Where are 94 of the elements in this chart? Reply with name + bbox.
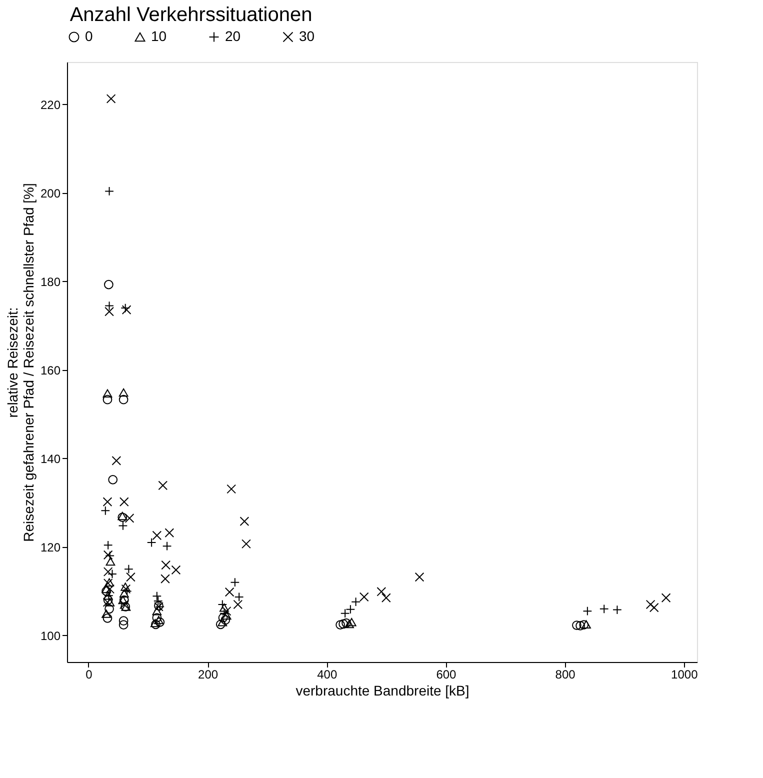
point xyxy=(220,615,230,625)
y-tick-label: 220 xyxy=(40,98,61,112)
point xyxy=(336,620,345,630)
y-tick-label: 180 xyxy=(40,274,61,289)
point xyxy=(108,475,118,484)
point xyxy=(661,593,671,603)
point xyxy=(102,394,112,404)
point xyxy=(118,394,128,404)
point xyxy=(218,618,228,626)
x-tick-label: 1000 xyxy=(671,668,698,682)
point xyxy=(233,600,243,610)
point xyxy=(150,618,160,628)
point xyxy=(124,514,134,523)
x-tick-label: 800 xyxy=(555,668,576,682)
point xyxy=(119,497,129,507)
point xyxy=(121,584,131,594)
y-tick-label: 140 xyxy=(40,452,61,466)
point xyxy=(102,610,111,618)
point xyxy=(340,608,350,618)
point xyxy=(226,484,236,494)
point xyxy=(240,516,250,526)
point xyxy=(649,602,659,612)
point xyxy=(242,539,251,549)
point xyxy=(118,521,128,530)
point xyxy=(151,620,160,630)
x-axis-title: verbrauchte Bandbreite [kB] xyxy=(296,682,470,698)
point xyxy=(102,586,111,596)
point xyxy=(376,586,386,596)
point xyxy=(102,497,112,507)
point xyxy=(171,565,181,575)
point xyxy=(112,456,122,466)
point xyxy=(646,600,656,610)
point xyxy=(582,620,591,629)
point xyxy=(162,541,172,551)
legend-label: 30 xyxy=(299,28,315,44)
point xyxy=(104,604,114,614)
point xyxy=(102,389,112,398)
point xyxy=(104,186,114,196)
point xyxy=(359,592,369,602)
point xyxy=(103,567,113,576)
point xyxy=(106,94,116,104)
point xyxy=(342,618,351,628)
point xyxy=(576,621,585,630)
x-tick-label: 600 xyxy=(436,668,457,682)
point xyxy=(414,572,424,582)
point xyxy=(164,528,174,538)
point xyxy=(154,616,164,624)
point xyxy=(218,613,228,622)
y-tick-label: 100 xyxy=(40,628,61,643)
point xyxy=(106,557,116,566)
point xyxy=(118,620,128,630)
point xyxy=(102,584,111,594)
y-tick-label: 120 xyxy=(40,540,61,554)
point xyxy=(216,620,226,630)
legend-title: Anzahl Verkehrssituationen xyxy=(70,4,312,26)
legend-label: 20 xyxy=(225,28,241,44)
point xyxy=(118,616,128,626)
point xyxy=(338,619,348,629)
point xyxy=(152,530,162,540)
point xyxy=(152,606,162,616)
point xyxy=(152,613,162,622)
y-tick-label: 160 xyxy=(40,363,61,378)
point xyxy=(160,574,170,584)
point xyxy=(102,614,112,623)
point xyxy=(103,540,113,550)
point xyxy=(599,604,609,614)
point xyxy=(346,604,356,614)
point xyxy=(220,603,229,612)
y-axis-title: relative Reisezeit: Reisezeit gefahrener Pfad / Reisezeit schnellster Pfad [%] xyxy=(4,183,36,542)
point xyxy=(118,388,128,397)
point xyxy=(100,506,110,516)
legend-label: 0 xyxy=(85,28,93,44)
point xyxy=(120,582,130,591)
point xyxy=(344,620,354,628)
point xyxy=(381,593,391,603)
point xyxy=(155,618,165,627)
point xyxy=(104,280,114,290)
x-tick-label: 400 xyxy=(317,668,338,682)
point xyxy=(158,480,168,490)
point xyxy=(612,605,622,614)
x-tick-label: 0 xyxy=(86,668,93,682)
point xyxy=(105,598,115,606)
point xyxy=(351,597,360,607)
point xyxy=(346,618,356,626)
point xyxy=(582,606,592,616)
point xyxy=(152,591,162,601)
point xyxy=(161,560,171,570)
x-tick-label: 200 xyxy=(198,668,218,682)
point xyxy=(119,589,129,598)
point xyxy=(222,611,232,620)
y-tick-label: 200 xyxy=(40,186,61,200)
legend-label: 10 xyxy=(151,28,167,44)
point xyxy=(572,620,582,630)
point xyxy=(579,620,589,630)
